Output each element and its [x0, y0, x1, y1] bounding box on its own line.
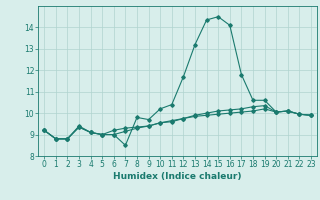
X-axis label: Humidex (Indice chaleur): Humidex (Indice chaleur) — [113, 172, 242, 181]
